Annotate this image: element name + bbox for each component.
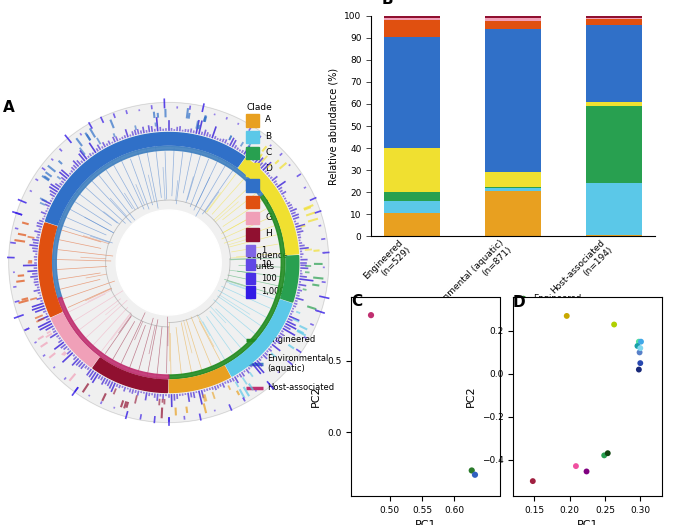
Bar — [485, 191, 541, 236]
Polygon shape — [239, 158, 298, 255]
Text: A: A — [265, 116, 271, 124]
Point — [581, 467, 592, 476]
Bar — [384, 148, 439, 192]
Text: H: H — [265, 229, 272, 238]
Bar — [485, 188, 541, 191]
FancyBboxPatch shape — [246, 196, 259, 208]
Text: D: D — [513, 295, 526, 310]
Bar — [485, 18, 541, 21]
Point — [366, 311, 377, 319]
FancyBboxPatch shape — [246, 272, 255, 284]
Circle shape — [116, 210, 221, 315]
Bar — [587, 106, 642, 183]
Text: B: B — [265, 132, 271, 141]
Bar — [384, 16, 439, 18]
Text: F: F — [265, 197, 270, 206]
Polygon shape — [226, 300, 292, 376]
Point — [599, 451, 610, 459]
Bar — [485, 16, 541, 18]
Text: Engineered: Engineered — [267, 335, 316, 344]
FancyBboxPatch shape — [246, 180, 259, 192]
Point — [609, 320, 620, 329]
Point — [635, 359, 646, 368]
Polygon shape — [169, 366, 230, 393]
Bar — [485, 172, 541, 186]
Text: 1,000: 1,000 — [261, 287, 285, 297]
FancyBboxPatch shape — [246, 259, 255, 270]
Bar — [384, 20, 439, 37]
Text: 10: 10 — [261, 260, 272, 269]
Polygon shape — [45, 132, 244, 225]
FancyBboxPatch shape — [246, 286, 255, 298]
Text: B: B — [381, 0, 394, 7]
Point — [466, 466, 477, 475]
X-axis label: PC1: PC1 — [576, 520, 598, 525]
FancyBboxPatch shape — [246, 114, 259, 127]
X-axis label: PC1: PC1 — [414, 520, 436, 525]
Bar — [587, 19, 642, 25]
Text: G: G — [265, 213, 272, 222]
Bar — [384, 18, 439, 20]
Bar — [485, 22, 541, 29]
Text: 1: 1 — [261, 246, 267, 255]
Text: Clade: Clade — [246, 102, 272, 111]
Text: C: C — [351, 294, 362, 309]
Bar — [587, 183, 642, 235]
Bar — [384, 37, 439, 148]
FancyBboxPatch shape — [246, 163, 259, 176]
Bar — [485, 29, 541, 172]
Text: 100: 100 — [261, 274, 277, 282]
Bar — [587, 18, 642, 19]
Text: Host-associated: Host-associated — [267, 383, 335, 392]
Point — [602, 449, 613, 457]
Bar — [587, 25, 642, 102]
Legend: Engineered, Environmental
(aquatic), Host-associated: Engineered, Environmental (aquatic), Hos… — [511, 291, 604, 346]
Y-axis label: PC2: PC2 — [311, 385, 321, 407]
Polygon shape — [38, 223, 62, 317]
Polygon shape — [93, 358, 167, 393]
Point — [634, 348, 645, 356]
Y-axis label: PC2: PC2 — [466, 385, 476, 407]
Point — [633, 338, 644, 346]
Point — [632, 342, 643, 350]
Point — [562, 312, 572, 320]
FancyBboxPatch shape — [246, 245, 255, 256]
Text: D: D — [265, 164, 272, 173]
Polygon shape — [58, 297, 169, 379]
Polygon shape — [53, 146, 263, 298]
Polygon shape — [51, 313, 99, 367]
Point — [527, 477, 538, 485]
Polygon shape — [169, 194, 285, 379]
Bar — [587, 102, 642, 106]
Point — [633, 365, 644, 374]
Text: E: E — [265, 181, 271, 190]
Bar — [384, 192, 439, 201]
Point — [570, 462, 581, 470]
Polygon shape — [281, 256, 299, 302]
Legend: Biogas plant, Bioreactor, Bioremediation, Food production, Solid waste, Waste wa: Biogas plant, Bioreactor, Bioremediation… — [670, 290, 675, 467]
Text: C: C — [265, 148, 271, 157]
FancyBboxPatch shape — [246, 147, 259, 160]
Bar — [384, 201, 439, 213]
Bar — [384, 213, 439, 236]
FancyBboxPatch shape — [246, 228, 259, 240]
Bar — [587, 235, 642, 236]
Bar — [587, 16, 642, 18]
Text: Environmental
(aquatic): Environmental (aquatic) — [267, 354, 329, 373]
FancyBboxPatch shape — [246, 131, 259, 143]
Point — [470, 470, 481, 479]
Point — [635, 344, 646, 352]
Text: Sequence
counts: Sequence counts — [246, 251, 288, 271]
FancyBboxPatch shape — [246, 212, 259, 224]
Bar — [485, 186, 541, 188]
Circle shape — [9, 102, 329, 423]
Point — [636, 338, 647, 346]
Text: A: A — [3, 100, 14, 115]
Y-axis label: Relative abundance (%): Relative abundance (%) — [329, 67, 339, 185]
